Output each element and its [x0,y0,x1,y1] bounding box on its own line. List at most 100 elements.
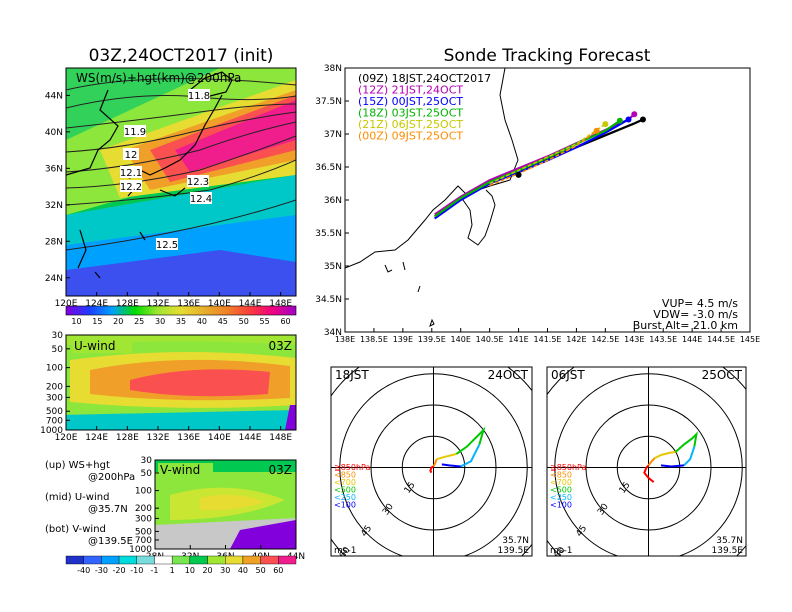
map-ticks: 120E 124E 128E 132E 136E 140E 144E 148E 24N 28N 32… [45,91,293,309]
launch-point [515,171,522,178]
contour-label: 11.8 [188,91,210,102]
hodo-legend-entry: <100 [550,501,572,510]
track-y-tick: 35N [324,262,342,272]
map-x-tick: 124E [85,299,108,309]
colorbar-tick: 35 [176,317,186,326]
hodo-line [429,465,434,474]
hodo-line [654,450,676,460]
hodo-ring-label: 60 [338,545,353,560]
hodo-legend-entry: <250 [550,493,572,502]
hodo-ring-label: 60 [553,545,568,560]
u-y-tick: 500 [46,407,63,417]
contour-label: 12.4 [190,194,212,205]
map-annotation: WS(m/s)+hgt(km)@200hPa [76,71,241,85]
map-x-tick: 120E [55,299,78,309]
track-line [489,130,598,187]
v-y-tick: 200 [135,504,152,514]
hodo-line [436,452,457,461]
map-y-tick: 40N [45,128,63,138]
colorbar-tick: 30 [155,317,165,326]
colorbar-wind-tick: 40 [238,566,248,575]
note-bot2: @139.5E [88,536,133,547]
colorbar-speed [65,305,297,316]
colorbar-wind-swatch [242,555,261,565]
track-line [434,118,630,220]
map-y-tick: 44N [45,91,63,101]
colorbar-wind-swatch [278,555,297,565]
u-x-tick: 124E [85,433,108,443]
map-panel: 11.8 11.9 12 12.1 12.2 12.3 12.4 12.5 WS… [66,68,296,296]
map-y-tick: 32N [45,201,63,211]
colorbar-wind-swatch [225,555,244,565]
u-y-tick: 300 [46,393,63,403]
colorbar-wind-swatch [171,555,191,565]
colorbar-wind-swatch [207,555,226,565]
contour-label: 11.9 [124,127,146,138]
track-x-tick: 143E [624,335,644,344]
colorbar-wind-tick: -30 [95,566,108,575]
track-x-tick: 142E [566,335,586,344]
hodo-right-label: 25OCT [702,368,743,382]
colorbar-tick: 20 [113,317,123,326]
stat-vdw: VDW= -3.0 m/s [653,308,738,321]
hodo-line [460,444,481,468]
track-endpoint [631,111,638,118]
track-legend: (09Z) 18JST,24OCT2017(12Z) 21JST,24OCT(1… [358,72,491,143]
hodo-legend-entry: <100 [334,501,356,510]
u-wind-ticks: 120E 124E 128E 132E 136E 140E 144E 148E 30 50 100 2… [40,331,292,443]
v-wind-panel: V-wind 03Z [155,460,296,549]
track-x-tick: 141.5E [534,335,562,344]
v-y-tick: 30 [141,456,153,466]
hodo-left-label: 18JST [335,368,369,382]
legend-entry: (12Z) 21JST,24OCT [358,84,463,97]
colorbar-tick: 45 [218,317,228,326]
track-y-tick: 38N [324,64,342,74]
map-y-tick: 36N [45,164,63,174]
track-y-tick: 37N [324,130,342,140]
hodo-line [441,463,461,468]
track-line [489,123,606,185]
u-wind-title: U-wind [74,339,115,353]
hodo-lat: 35.7N [716,536,743,546]
hodo-line [432,458,438,467]
u-x-tick: 132E [147,433,170,443]
hodo-left-label: 06JST [551,368,585,382]
note-bot: (bot) V-wind [45,524,106,535]
hodo-lon: 139.5E [712,546,744,556]
track-x-tick: 144E [682,335,702,344]
v-y-tick: 1000 [129,545,152,555]
track-y-tick: 35.5N [315,229,342,239]
stat-vup: VUP= 4.5 m/s [662,297,738,310]
colorbar-tick: 40 [197,317,207,326]
colorbar-tick: 15 [92,317,102,326]
colorbar-wind-swatch [260,555,279,565]
track-ticks: 138E 138.5E 139E 139.5E 140E 140.5E 141E 141.5E… [315,64,760,344]
note-mid2: @35.7N [88,504,128,515]
u-wind-time: 03Z [269,339,293,353]
legend-entry: (18Z) 03JST,25OCT [358,107,463,120]
hodo-ring-label: 45 [360,524,375,539]
contour-label: 12.1 [120,168,142,179]
colorbar-wind-tick: -10 [130,566,143,575]
map-x-tick: 136E [177,299,200,309]
track-x-tick: 139.5E [418,335,446,344]
hodo-line [683,446,696,467]
hodo-legend-entry: <250 [334,493,356,502]
track-line [434,119,621,218]
hodo-unit: ms-1 [550,546,572,556]
v-wind-title: V-wind [160,463,200,477]
hodo-line [660,464,684,468]
colorbar-wind-tick: 50 [256,566,266,575]
contour-label: 12.5 [156,240,178,251]
contour-label: 12 [125,150,138,161]
u-x-tick: 148E [269,433,292,443]
note-up: (up) WS+hgt [45,460,110,471]
colorbar-wind-swatch [101,555,120,565]
track-y-tick: 36N [324,196,342,206]
track-x-tick: 142.5E [591,335,619,344]
track-x-tick: 144.5E [707,335,735,344]
u-x-tick: 120E [55,433,78,443]
v-y-tick: 700 [135,536,152,546]
legend-entry: (15Z) 00JST,25OCT [358,95,463,108]
